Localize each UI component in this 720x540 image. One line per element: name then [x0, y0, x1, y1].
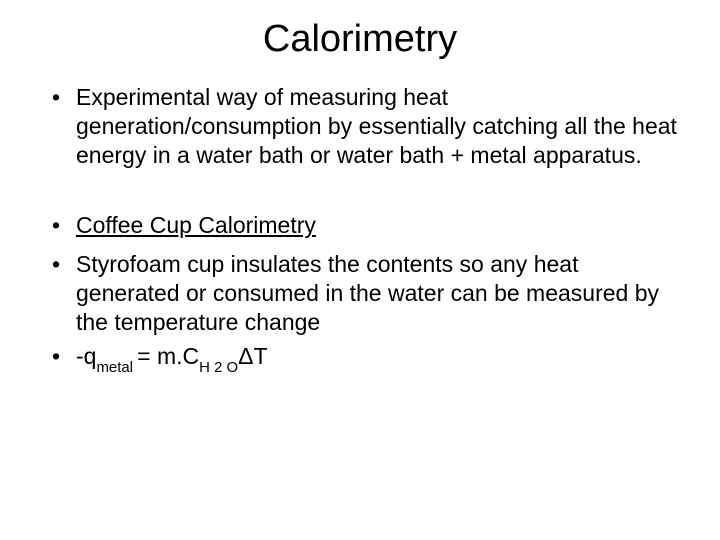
bullet-list: Coffee Cup Calorimetry [40, 211, 680, 240]
slide-title: Calorimetry [40, 18, 680, 61]
bullet-item: Experimental way of measuring heat gener… [52, 83, 680, 169]
formula-prefix: -q [76, 343, 96, 369]
bullet-list: Experimental way of measuring heat gener… [40, 83, 680, 169]
bullet-list: Styrofoam cup insulates the contents so … [40, 250, 680, 376]
bullet-item: Styrofoam cup insulates the contents so … [52, 250, 680, 336]
bullet-item-heading: Coffee Cup Calorimetry [52, 211, 680, 240]
underline-text: Coffee Cup Calorimetry [76, 212, 316, 238]
bullet-item-formula: -qmetal = m.CH 2 OΔT [52, 342, 680, 375]
formula-subscript: H 2 O [199, 359, 238, 376]
formula-delta: ΔT [238, 343, 267, 369]
spacer [40, 175, 680, 211]
formula-subscript: metal [96, 359, 137, 376]
formula-mid: = m.C [137, 343, 199, 369]
slide: Calorimetry Experimental way of measurin… [0, 0, 720, 540]
